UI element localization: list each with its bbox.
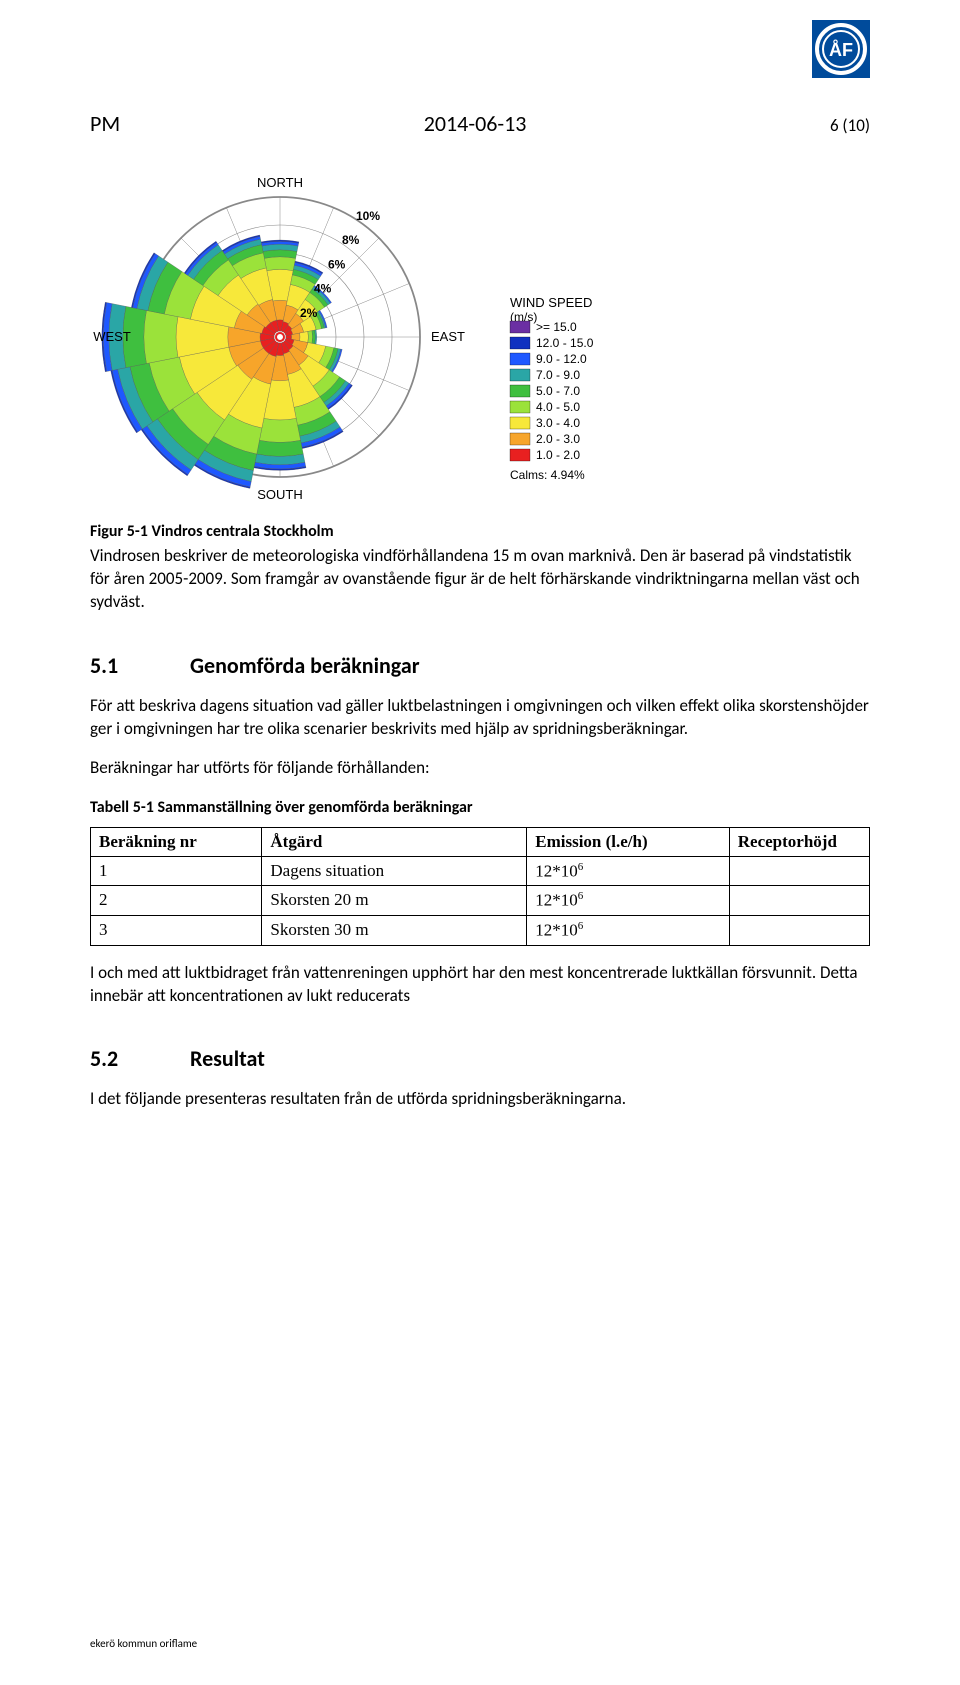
svg-text:SOUTH: SOUTH (257, 487, 303, 502)
svg-text:4.0 - 5.0: 4.0 - 5.0 (536, 400, 580, 414)
page-header: PM 2014-06-13 6 (10) (90, 110, 870, 137)
svg-text:Calms: 4.94%: Calms: 4.94% (510, 468, 585, 482)
section-5-2-heading: 5.2 Resultat (90, 1045, 870, 1072)
table-row: 3Skorsten 30 m12*106 (91, 915, 870, 945)
svg-text:10%: 10% (356, 209, 380, 223)
table-caption: Tabell 5-1 Sammanställning över genomför… (90, 798, 870, 817)
svg-text:ÅF: ÅF (829, 40, 853, 60)
cell-nr: 1 (91, 856, 262, 886)
cell-atgard: Skorsten 20 m (262, 886, 527, 916)
windrose-figure: NORTHSOUTHEASTWEST2%4%6%8%10%WIND SPEED(… (90, 162, 870, 512)
cell-nr: 3 (91, 915, 262, 945)
svg-text:>= 15.0: >= 15.0 (536, 320, 577, 334)
svg-text:12.0 - 15.0: 12.0 - 15.0 (536, 336, 594, 350)
svg-text:EAST: EAST (431, 329, 465, 344)
cell-atgard: Skorsten 30 m (262, 915, 527, 945)
table-header: Beräkning nr (91, 827, 262, 856)
company-logo: ÅF (812, 20, 870, 78)
svg-text:2.0 - 3.0: 2.0 - 3.0 (536, 432, 580, 446)
post-table-paragraph: I och med att luktbidraget från vattenre… (90, 962, 870, 1008)
cell-nr: 2 (91, 886, 262, 916)
cell-receptor (729, 915, 869, 945)
section-title: Resultat (190, 1045, 265, 1072)
cell-emission: 12*106 (527, 915, 730, 945)
svg-text:9.0 - 12.0: 9.0 - 12.0 (536, 352, 587, 366)
figure-caption: Figur 5-1 Vindros centrala Stockholm (90, 522, 870, 541)
cell-receptor (729, 856, 869, 886)
doc-type: PM (90, 110, 120, 137)
section-5-1-heading: 5.1 Genomförda beräkningar (90, 652, 870, 679)
cell-receptor (729, 886, 869, 916)
table-row: 1Dagens situation12*106 (91, 856, 870, 886)
table-row: 2Skorsten 20 m12*106 (91, 886, 870, 916)
svg-text:NORTH: NORTH (257, 175, 303, 190)
cell-atgard: Dagens situation (262, 856, 527, 886)
section-title: Genomförda beräkningar (190, 652, 420, 679)
svg-text:3.0 - 4.0: 3.0 - 4.0 (536, 416, 580, 430)
section-5-2-para: I det följande presenteras resultaten fr… (90, 1088, 870, 1111)
section-5-1-para2: Beräkningar har utförts för följande för… (90, 757, 870, 780)
doc-date: 2014-06-13 (424, 110, 527, 137)
svg-text:2%: 2% (300, 306, 318, 320)
svg-text:5.0 - 7.0: 5.0 - 7.0 (536, 384, 580, 398)
section-5-1-para1: För att beskriva dagens situation vad gä… (90, 695, 870, 741)
section-number: 5.2 (90, 1045, 130, 1072)
table-header: Emission (l.e/h) (527, 827, 730, 856)
svg-text:WIND SPEED: WIND SPEED (510, 295, 592, 310)
table-header: Åtgärd (262, 827, 527, 856)
svg-text:WEST: WEST (93, 329, 131, 344)
figure-paragraph: Vindrosen beskriver de meteorologiska vi… (90, 545, 870, 614)
svg-text:7.0 - 9.0: 7.0 - 9.0 (536, 368, 580, 382)
cell-emission: 12*106 (527, 856, 730, 886)
svg-text:1.0 - 2.0: 1.0 - 2.0 (536, 448, 580, 462)
svg-text:4%: 4% (314, 282, 332, 296)
calculations-table: Beräkning nrÅtgärdEmission (l.e/h)Recept… (90, 827, 870, 946)
svg-text:8%: 8% (342, 233, 360, 247)
svg-text:6%: 6% (328, 257, 346, 271)
cell-emission: 12*106 (527, 886, 730, 916)
table-header: Receptorhöjd (729, 827, 869, 856)
page-number: 6 (10) (830, 115, 870, 136)
page-footer: ekerö kommun oriflame (90, 1637, 197, 1650)
section-number: 5.1 (90, 652, 130, 679)
